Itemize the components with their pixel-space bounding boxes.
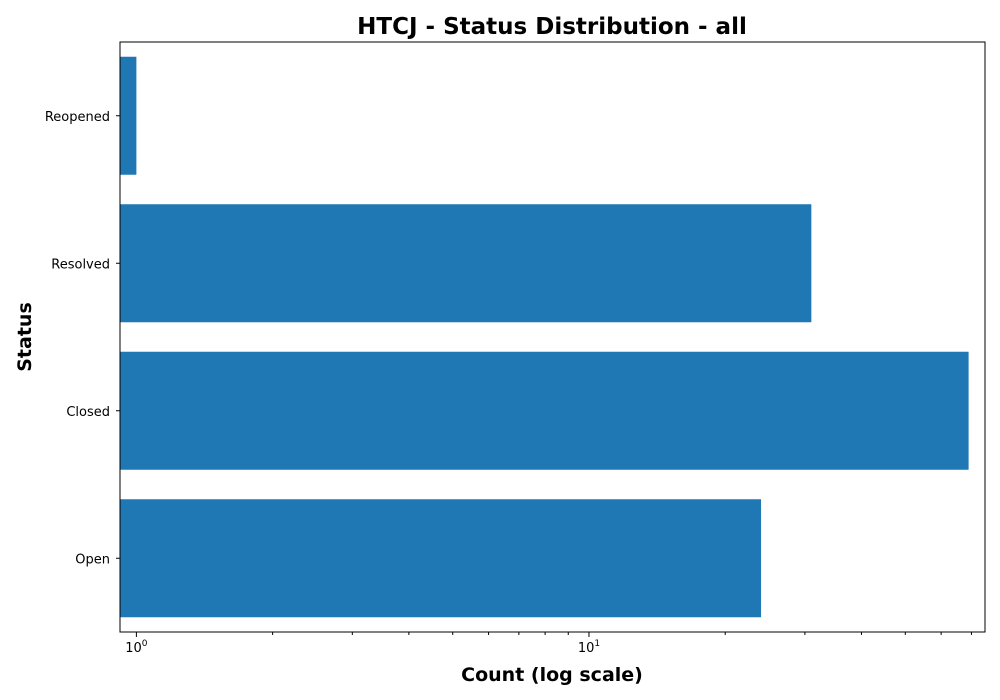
bar-closed	[120, 351, 969, 470]
x-tick-label: 101	[578, 639, 600, 656]
x-axis-label: Count (log scale)	[461, 664, 643, 686]
x-axis: 100 101	[125, 632, 972, 656]
y-tick-label: Open	[75, 552, 110, 567]
y-tick-label: Reopened	[45, 110, 110, 125]
bar-resolved	[120, 204, 812, 323]
y-tick-label: Resolved	[51, 257, 110, 272]
y-axis: Open Closed Resolved Reopened	[45, 110, 120, 567]
y-axis-label: Status	[14, 302, 36, 372]
bars-group	[120, 56, 969, 618]
x-tick-label: 100	[125, 639, 148, 656]
bar-open	[120, 499, 762, 618]
bar-reopened	[120, 56, 137, 175]
chart-title: HTCJ - Status Distribution - all	[357, 14, 747, 40]
plot-frame	[119, 41, 986, 633]
y-tick-label: Closed	[66, 405, 110, 420]
